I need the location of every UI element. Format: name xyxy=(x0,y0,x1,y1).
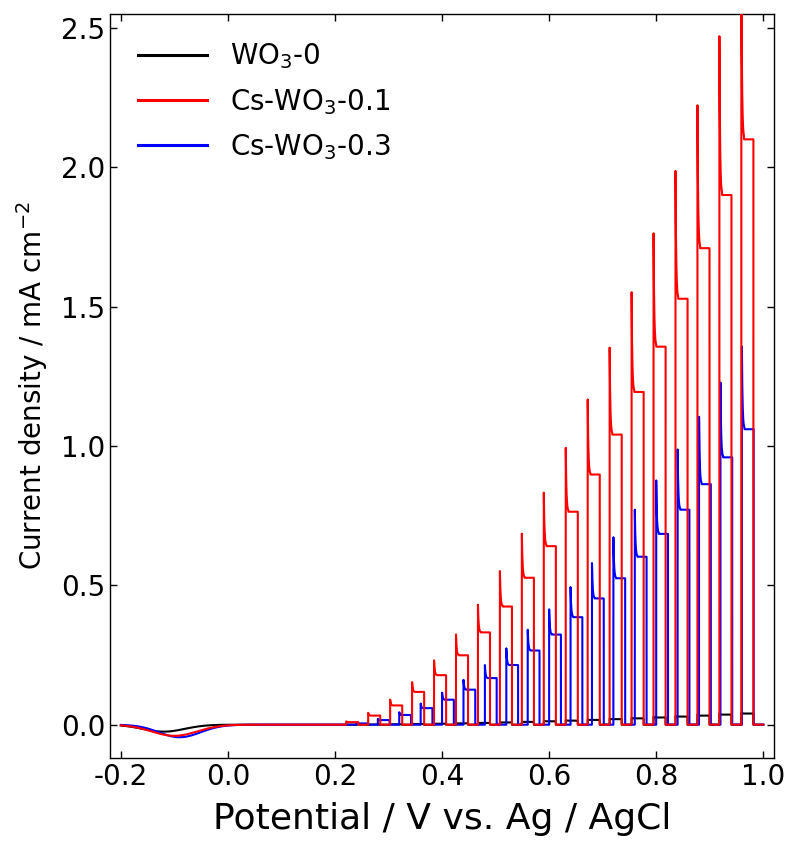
Y-axis label: Current density / mA cm$^{-2}$: Current density / mA cm$^{-2}$ xyxy=(14,201,50,570)
Legend: WO$_3$-0, Cs-WO$_3$-0.1, Cs-WO$_3$-0.3: WO$_3$-0, Cs-WO$_3$-0.1, Cs-WO$_3$-0.3 xyxy=(124,28,404,175)
X-axis label: Potential / V vs. Ag / AgCl: Potential / V vs. Ag / AgCl xyxy=(213,802,671,836)
